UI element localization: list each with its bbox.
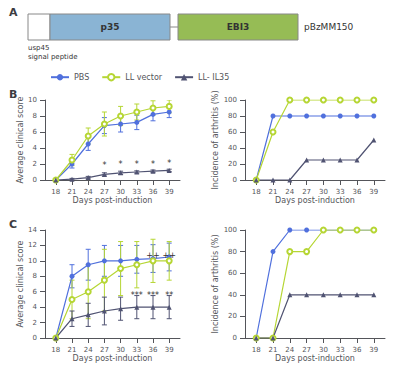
svg-text:0: 0 [33, 176, 37, 184]
svg-text:14: 14 [28, 226, 37, 234]
svg-text:36: 36 [149, 188, 158, 196]
svg-text:27: 27 [100, 346, 109, 354]
svg-text:Incidence of arthritis (%): Incidence of arthritis (%) [211, 90, 220, 189]
svg-text:36: 36 [353, 346, 362, 354]
svg-text:*: * [102, 161, 106, 170]
svg-text:12: 12 [28, 241, 37, 249]
svg-text:36: 36 [149, 346, 158, 354]
svg-text:80: 80 [228, 112, 237, 120]
svg-text:21: 21 [269, 346, 278, 354]
svg-text:0: 0 [233, 334, 237, 342]
svg-text:27: 27 [302, 346, 311, 354]
svg-text:Days post-induction: Days post-induction [73, 354, 153, 363]
svg-text:33: 33 [132, 188, 141, 196]
svg-text:27: 27 [100, 188, 109, 196]
svg-text:33: 33 [336, 188, 345, 196]
svg-text:C: C [9, 218, 17, 231]
svg-text:pBzMM150: pBzMM150 [304, 22, 354, 32]
svg-text:8: 8 [33, 272, 37, 280]
svg-text:usp45: usp45 [28, 44, 49, 52]
svg-text:++: ++ [146, 251, 159, 260]
svg-text:24: 24 [84, 188, 93, 196]
svg-text:LL- IL35: LL- IL35 [198, 73, 229, 82]
svg-text:4: 4 [33, 144, 38, 152]
svg-text:18: 18 [252, 346, 261, 354]
svg-text:39: 39 [165, 188, 174, 196]
svg-text:100: 100 [224, 226, 237, 234]
svg-text:8: 8 [33, 112, 37, 120]
svg-text:Days post-induction: Days post-induction [73, 196, 153, 205]
svg-text:B: B [9, 88, 17, 101]
svg-text:0: 0 [33, 334, 37, 342]
svg-text:2: 2 [33, 160, 37, 168]
svg-text:39: 39 [369, 188, 378, 196]
svg-text:30: 30 [319, 188, 328, 196]
svg-text:A: A [9, 6, 18, 19]
svg-text:27: 27 [302, 188, 311, 196]
svg-text:EBI3: EBI3 [227, 22, 250, 32]
svg-text:30: 30 [116, 346, 125, 354]
svg-text:30: 30 [116, 188, 125, 196]
svg-text:36: 36 [353, 188, 362, 196]
svg-text:21: 21 [269, 188, 278, 196]
svg-text:*: * [119, 160, 123, 169]
svg-text:*: * [167, 159, 171, 168]
svg-text:21: 21 [68, 188, 77, 196]
svg-text:10: 10 [28, 96, 37, 104]
svg-text:24: 24 [84, 346, 93, 354]
svg-text:Incidence of arthritis (%): Incidence of arthritis (%) [211, 234, 220, 333]
svg-text:2: 2 [33, 319, 37, 327]
svg-text:21: 21 [68, 346, 77, 354]
svg-text:10: 10 [28, 257, 37, 265]
svg-text:30: 30 [319, 346, 328, 354]
svg-text:24: 24 [285, 188, 294, 196]
svg-text:20: 20 [228, 160, 237, 168]
svg-text:PBS: PBS [74, 73, 89, 82]
svg-text:++: ++ [162, 251, 175, 260]
svg-text:60: 60 [228, 269, 237, 277]
svg-text:20: 20 [228, 312, 237, 320]
svg-text:40: 40 [228, 144, 237, 152]
svg-text:p35: p35 [101, 22, 120, 32]
svg-text:80: 80 [228, 248, 237, 256]
svg-text:4: 4 [33, 303, 38, 311]
svg-text:signal peptide: signal peptide [28, 53, 78, 61]
svg-text:Days post-induction: Days post-induction [275, 196, 355, 205]
svg-text:100: 100 [224, 96, 237, 104]
svg-text:**: ** [165, 291, 173, 300]
svg-text:LL vector: LL vector [125, 73, 163, 82]
svg-text:39: 39 [369, 346, 378, 354]
svg-text:*: * [135, 160, 139, 169]
svg-text:33: 33 [336, 346, 345, 354]
svg-text:40: 40 [228, 291, 237, 299]
svg-text:33: 33 [132, 346, 141, 354]
svg-text:18: 18 [252, 188, 261, 196]
svg-text:6: 6 [33, 288, 38, 296]
svg-text:24: 24 [285, 346, 294, 354]
svg-text:Average clinical score: Average clinical score [16, 240, 25, 327]
svg-text:*: * [151, 160, 155, 169]
svg-text:18: 18 [51, 346, 60, 354]
svg-text:39: 39 [165, 346, 174, 354]
svg-text:***: *** [147, 291, 159, 300]
svg-text:Average clinical score: Average clinical score [16, 96, 25, 183]
svg-text:6: 6 [33, 128, 38, 136]
svg-text:18: 18 [51, 188, 60, 196]
svg-text:60: 60 [228, 128, 237, 136]
svg-text:0: 0 [233, 176, 237, 184]
svg-text:Days post-induction: Days post-induction [275, 354, 355, 363]
svg-text:***: *** [131, 291, 143, 300]
